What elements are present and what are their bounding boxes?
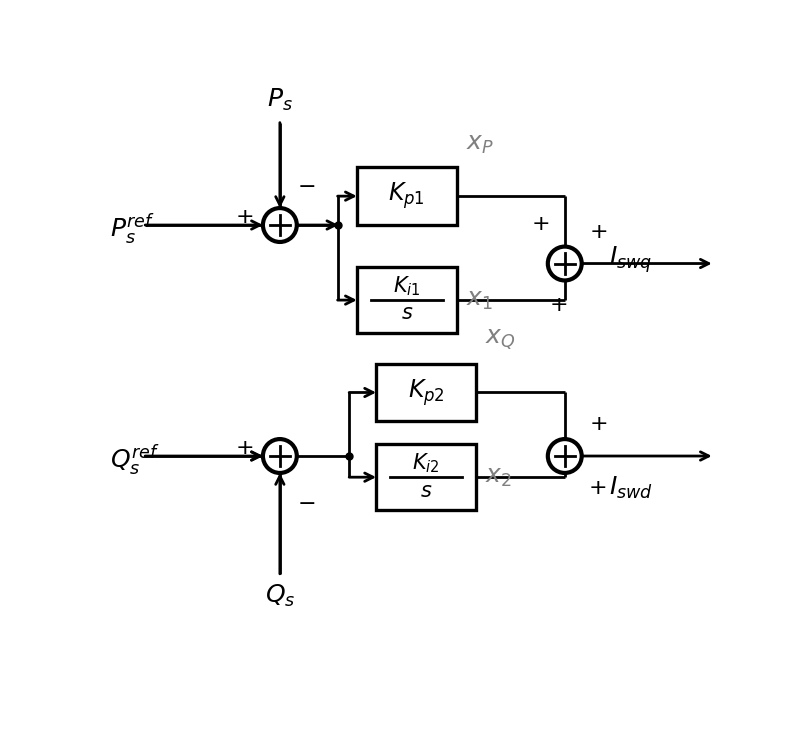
Text: $+$: $+$: [589, 413, 608, 435]
Text: $Q_s$: $Q_s$: [264, 583, 295, 609]
Text: $K_{i1}$: $K_{i1}$: [393, 274, 421, 298]
Text: $-$: $-$: [297, 490, 315, 512]
Text: $s$: $s$: [401, 304, 413, 323]
Text: $K_{p2}$: $K_{p2}$: [408, 377, 445, 408]
Text: $Q_s^{ref}$: $Q_s^{ref}$: [110, 442, 160, 478]
Text: $K_{p1}$: $K_{p1}$: [388, 181, 426, 212]
Bar: [357, 268, 457, 333]
Text: $+$: $+$: [589, 221, 608, 243]
Text: $P_s^{ref}$: $P_s^{ref}$: [110, 211, 156, 246]
Text: $+$: $+$: [588, 476, 606, 499]
Text: $P_s$: $P_s$: [267, 87, 293, 114]
Text: $-$: $-$: [297, 174, 315, 196]
Text: $s$: $s$: [420, 482, 432, 501]
Text: $+$: $+$: [235, 206, 253, 228]
Text: $x_1$: $x_1$: [466, 289, 493, 312]
Text: $+$: $+$: [235, 438, 253, 460]
Text: $x_2$: $x_2$: [485, 466, 513, 489]
Text: $x_Q$: $x_Q$: [485, 328, 516, 352]
Bar: [376, 364, 476, 421]
Text: $I_{swd}$: $I_{swd}$: [609, 475, 653, 501]
Bar: [376, 444, 476, 510]
Text: $+$: $+$: [531, 213, 549, 235]
Text: $x_P$: $x_P$: [466, 133, 494, 155]
Text: $K_{i2}$: $K_{i2}$: [413, 452, 440, 475]
Bar: [357, 167, 457, 225]
Text: $+$: $+$: [550, 295, 567, 317]
Text: $I_{swq}$: $I_{swq}$: [609, 244, 652, 275]
